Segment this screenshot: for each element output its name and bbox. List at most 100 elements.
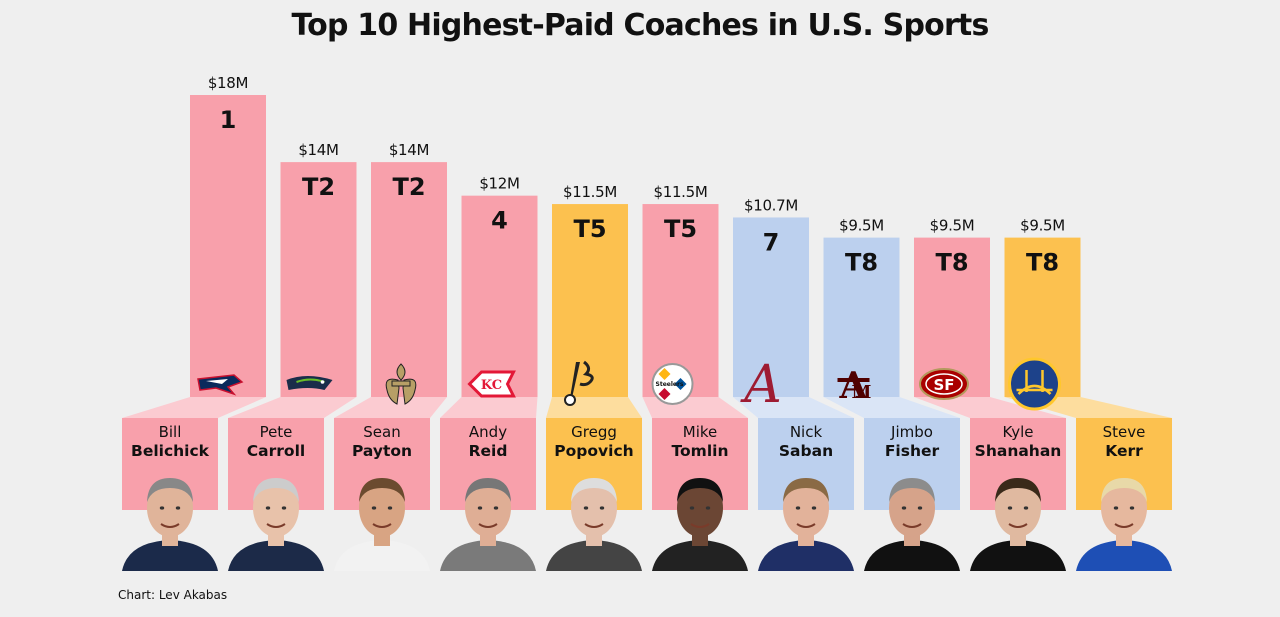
coach-name: Pete Carroll: [228, 423, 324, 461]
coach-photo: [542, 470, 646, 571]
coach-name: Bill Belichick: [122, 423, 218, 461]
coach-photo: [966, 470, 1070, 571]
patriots-logo-icon: [197, 374, 244, 396]
rank-label: 7: [763, 228, 780, 256]
coach-bar-group: $12M 4 KC: [440, 175, 538, 510]
coach-photo: [1072, 470, 1176, 571]
svg-text:A: A: [839, 365, 869, 407]
bar-connector: [823, 397, 960, 418]
bar-connector: [914, 397, 1066, 418]
chiefs-logo-icon: KC: [467, 370, 516, 398]
coach-name: Nick Saban: [758, 423, 854, 461]
coach-first-name: Pete: [259, 423, 293, 441]
salary-label: $11.5M: [653, 183, 707, 201]
coach-bar-group: $11.5M T5: [546, 183, 642, 510]
salary-label: $10.7M: [744, 196, 798, 214]
seahawks-logo-icon: [286, 376, 333, 390]
rank-label: T2: [392, 173, 425, 201]
coach-first-name: Sean: [363, 423, 401, 441]
coach-last-name: Saban: [778, 442, 834, 460]
bar-connector: [733, 397, 854, 418]
salary-label: $18M: [208, 74, 248, 92]
coach-bar-group: $9.5M T8: [1004, 217, 1172, 510]
salary-bar: [371, 162, 447, 397]
coach-first-name: Mike: [682, 423, 718, 441]
bar-connector: [122, 397, 266, 418]
coach-photo: [118, 470, 222, 571]
coach-first-name: Steve: [1102, 423, 1146, 441]
coach-last-name: Tomlin: [671, 442, 729, 460]
coach-bar-group: $9.5M T8 AM: [823, 217, 960, 510]
coach-name: Andy Reid: [440, 423, 536, 461]
chart-credit: Chart: Lev Akabas: [118, 588, 228, 602]
saints-logo-icon: [385, 363, 417, 405]
coach-bar-group: $14M T2: [334, 141, 447, 510]
rank-label: T5: [573, 215, 606, 243]
coach-photo: [860, 470, 964, 571]
salary-label: $14M: [298, 141, 338, 159]
salary-label: $9.5M: [930, 217, 975, 235]
rank-label: T5: [664, 215, 697, 243]
coach-last-name: Carroll: [246, 442, 306, 460]
coach-name: Kyle Shanahan: [970, 423, 1066, 461]
coach-photo: [224, 470, 328, 571]
coach-photo: [330, 470, 434, 571]
salary-bar: [280, 162, 357, 397]
steelers-logo-icon: Steelers: [651, 363, 694, 405]
spurs-logo-icon: [564, 360, 594, 406]
salary-bar: [823, 237, 900, 397]
bar-connector: [228, 397, 357, 418]
svg-text:SF: SF: [933, 376, 954, 394]
salary-bar: [461, 195, 538, 397]
rank-label: T8: [935, 249, 968, 277]
salary-label: $9.5M: [1020, 217, 1065, 235]
coach-first-name: Bill: [158, 423, 182, 441]
salary-label: $9.5M: [839, 217, 884, 235]
coach-first-name: Gregg: [571, 423, 617, 441]
rank-label: 4: [491, 207, 508, 235]
svg-text:KC: KC: [481, 378, 502, 393]
alabama-logo-icon: A: [740, 355, 782, 415]
svg-text:Steelers: Steelers: [656, 381, 684, 388]
salary-bar: [552, 204, 628, 397]
rank-label: T2: [302, 173, 335, 201]
coach-bar-group: $9.5M T8 SF: [914, 217, 1066, 510]
salary-bar: [190, 95, 266, 397]
bar-connector: [546, 397, 642, 418]
coach-last-name: Shanahan: [974, 442, 1062, 460]
coach-last-name: Fisher: [884, 442, 940, 460]
bar-connector: [334, 397, 447, 418]
coach-last-name: Belichick: [131, 442, 209, 460]
coach-bar-group: $18M 1: [122, 74, 266, 510]
svg-text:M: M: [852, 382, 872, 403]
coach-first-name: Jimbo: [891, 423, 933, 441]
warriors-logo-icon: [1008, 357, 1061, 411]
coach-name: Steve Kerr: [1076, 423, 1172, 461]
coach-name: Sean Payton: [334, 423, 430, 461]
coach-first-name: Nick: [789, 423, 823, 441]
salary-label: $12M: [479, 175, 519, 193]
coach-last-name: Popovich: [554, 442, 634, 460]
coach-photo: [436, 470, 540, 571]
salary-bar: [733, 217, 809, 397]
coach-last-name: Kerr: [1105, 442, 1143, 460]
rank-label: T8: [845, 249, 878, 277]
coach-photo: [754, 470, 858, 571]
coach-last-name: Payton: [351, 442, 413, 460]
chart-title: Top 10 Highest-Paid Coaches in U.S. Spor…: [291, 8, 989, 43]
texas-am-logo-icon: AM: [837, 365, 872, 407]
bar-connector: [642, 397, 748, 418]
coach-name: Jimbo Fisher: [864, 423, 960, 461]
svg-text:A: A: [740, 355, 782, 415]
rank-label: T8: [1026, 249, 1059, 277]
rank-label: 1: [220, 106, 237, 134]
coach-photo: [648, 470, 752, 571]
coach-name: Mike Tomlin: [652, 423, 748, 461]
coach-last-name: Reid: [468, 442, 508, 460]
coach-bar-group: $10.7M 7 A: [733, 196, 854, 510]
salary-label: $11.5M: [563, 183, 617, 201]
coach-first-name: Kyle: [1002, 423, 1034, 441]
coach-name: Gregg Popovich: [546, 423, 642, 461]
bar-connector: [440, 397, 538, 418]
coach-first-name: Andy: [468, 423, 508, 441]
